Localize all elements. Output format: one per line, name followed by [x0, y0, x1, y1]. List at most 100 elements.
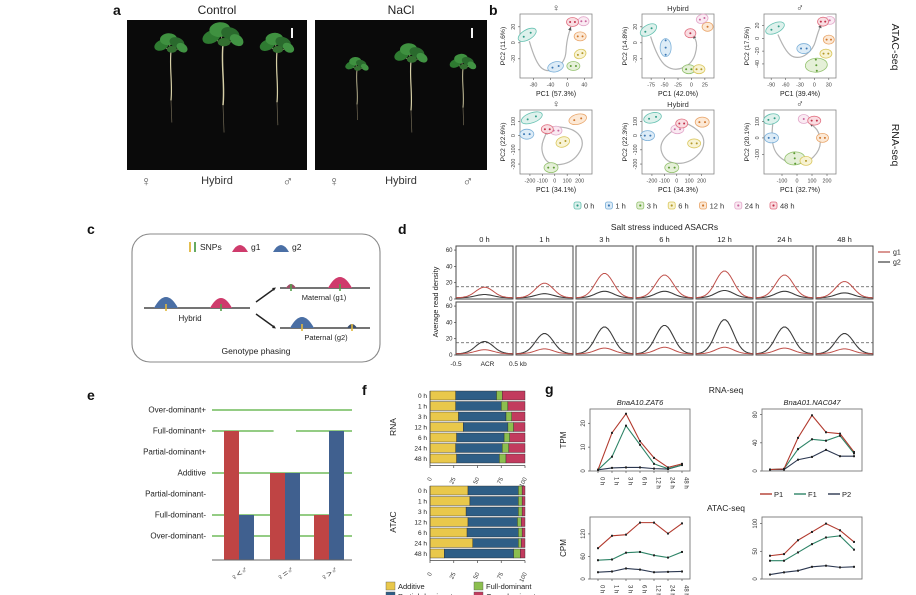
y-tick: -200: [511, 159, 517, 170]
stack-segment: [518, 496, 523, 506]
assay-side-label: RNA: [388, 418, 398, 436]
plot-box: [761, 516, 863, 580]
data-marker: [681, 550, 683, 553]
x-tick: 0: [427, 476, 434, 482]
female-symbol: ♀: [141, 173, 152, 189]
line-plot-2: BnaA01.NAC047 0 40 80: [753, 398, 863, 473]
trajectory-curve: [777, 24, 822, 58]
snps-label: SNPs: [200, 242, 222, 252]
data-marker: [611, 466, 613, 469]
x-tick: 25: [702, 83, 708, 89]
panel-d-title: Salt stress induced ASACRs: [611, 222, 718, 232]
y-tick: 20: [633, 24, 639, 30]
line-plot-3: 0 60 120 CPM 0 h 1 h 3 h 6 h 12 h 24 h 48 h: [559, 516, 691, 595]
hybrid-label: Hybrid: [178, 314, 201, 323]
plant-stem: [409, 61, 413, 111]
x-tick: -100: [777, 179, 788, 185]
plant-stem: [462, 68, 464, 108]
peak-hump: [328, 277, 352, 288]
plant-stem: [356, 69, 358, 105]
curve-g2: [755, 326, 814, 355]
data-marker: [681, 462, 683, 465]
density-plot-row2-12h: [695, 301, 754, 356]
panel-e-label: e: [87, 387, 95, 403]
pca-ylabel: PC2 (20.1%): [744, 123, 751, 162]
x-tick: 0: [675, 179, 678, 185]
density-plot-row1-48h: [815, 245, 874, 300]
stack-segment: [505, 453, 526, 464]
y-tick: 10: [581, 443, 587, 450]
bar-group-1: [224, 431, 254, 560]
scale-bar: [291, 28, 293, 38]
row-time-label: 1 h: [418, 404, 427, 411]
x-tick: 100: [519, 476, 529, 488]
curve-g1: [576, 347, 633, 355]
peak-hump: [273, 245, 289, 252]
panel-c-label: c: [87, 221, 95, 237]
cluster-6h: [692, 64, 706, 75]
y-tick: 0: [511, 41, 517, 44]
row-time-label: 3 h: [418, 509, 427, 516]
stacked-chart-RNA: RNA 0 h 1 h 3 h 12 h 6 h 24 h 48 h 0 25 50 75 100: [388, 390, 529, 488]
pca-xlabel: PC1 (32.7%): [780, 187, 820, 194]
pca-title: Hybird: [667, 100, 689, 109]
stack-segment: [521, 485, 526, 496]
data-marker: [639, 568, 641, 571]
x-tick-label: 24 h: [669, 585, 675, 595]
stack-segment: [456, 432, 505, 443]
data-marker: [611, 558, 613, 561]
y-tick: 60: [581, 552, 587, 559]
timepoint-header: 3 h: [599, 235, 609, 244]
cluster-0h: [643, 112, 662, 124]
x-tick: 25: [449, 571, 458, 580]
timepoint-header: 0 h: [479, 235, 489, 244]
panel-d-label: d: [398, 221, 407, 237]
data-marker: [653, 571, 655, 574]
data-marker: [797, 448, 799, 451]
x-tick: 75: [497, 476, 506, 485]
data-marker: [853, 565, 855, 568]
stack-segment: [496, 390, 503, 401]
stack-segment: [508, 443, 526, 453]
y-tick: -200: [633, 159, 639, 170]
arrow-head: [272, 325, 276, 329]
trajectory-curve: [660, 121, 705, 164]
pca-plot-RNA-seq-3: ♂ PC2 (20.1%) -100 0 100 200 -100 0 100 PC1 (32.7…: [744, 99, 837, 194]
x-tick: 100: [563, 179, 572, 185]
data-marker: [783, 467, 785, 470]
read-density-ylabel: Average read density: [431, 266, 440, 337]
panel-f-label: f: [362, 382, 367, 398]
data-marker: [625, 533, 627, 536]
x-tick: 40: [581, 83, 587, 89]
stack-segment: [429, 422, 464, 432]
bar-group-2: [270, 473, 300, 560]
x-tick: 30: [826, 83, 832, 89]
stack-segment: [501, 443, 510, 453]
stack-segment: [511, 411, 526, 422]
stack-segment: [458, 411, 507, 422]
line-plot-1: BnaA10.ZAT6 0 10 20 TPM 0 h 1 h 3 h 6 h 12 h 24 h 4…: [559, 398, 691, 489]
plants-group: [345, 43, 477, 133]
data-marker: [653, 462, 655, 465]
stack-segment: [501, 390, 526, 401]
stack-segment: [520, 517, 526, 527]
data-marker: [853, 455, 855, 458]
density-plot-row1-12h: [695, 245, 754, 300]
dominance-category: Over-dominant+: [148, 406, 206, 415]
cluster-0h: [517, 27, 537, 42]
leaf: [360, 63, 369, 71]
y-tick: 0: [581, 577, 587, 581]
legend-swatch: [385, 591, 396, 595]
data-marker: [811, 565, 813, 568]
stack-segment: [520, 548, 526, 559]
time-legend-item: 0 h: [573, 202, 594, 211]
peak-hump: [210, 298, 232, 308]
x-tick: -100: [537, 179, 548, 185]
data-marker: [825, 431, 827, 434]
x-tick-label: 48 h: [683, 477, 689, 489]
curve-g1: [515, 282, 574, 299]
y-tick: -20: [633, 55, 639, 63]
plant-stem: [221, 44, 225, 106]
x-tick: -100: [659, 179, 670, 185]
row-time-label: 6 h: [418, 435, 427, 442]
